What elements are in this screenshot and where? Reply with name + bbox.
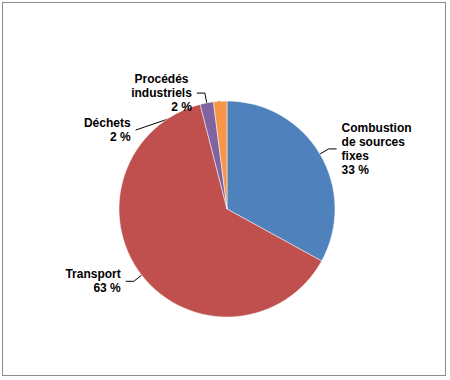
svg-text:Déchets: Déchets: [84, 116, 131, 130]
svg-text:Combustion: Combustion: [342, 121, 415, 135]
svg-text:63 %: 63 %: [93, 281, 121, 295]
svg-text:fixes: fixes: [342, 149, 370, 163]
svg-text:industriels: industriels: [131, 86, 192, 100]
svg-text:33 %: 33 %: [342, 163, 370, 177]
svg-text:Transport: Transport: [65, 267, 120, 281]
svg-text:2 %: 2 %: [110, 130, 131, 144]
svg-text:Procédés: Procédés: [135, 72, 192, 86]
svg-text:de sources: de sources: [342, 135, 409, 149]
svg-text:2 %: 2 %: [171, 100, 192, 114]
